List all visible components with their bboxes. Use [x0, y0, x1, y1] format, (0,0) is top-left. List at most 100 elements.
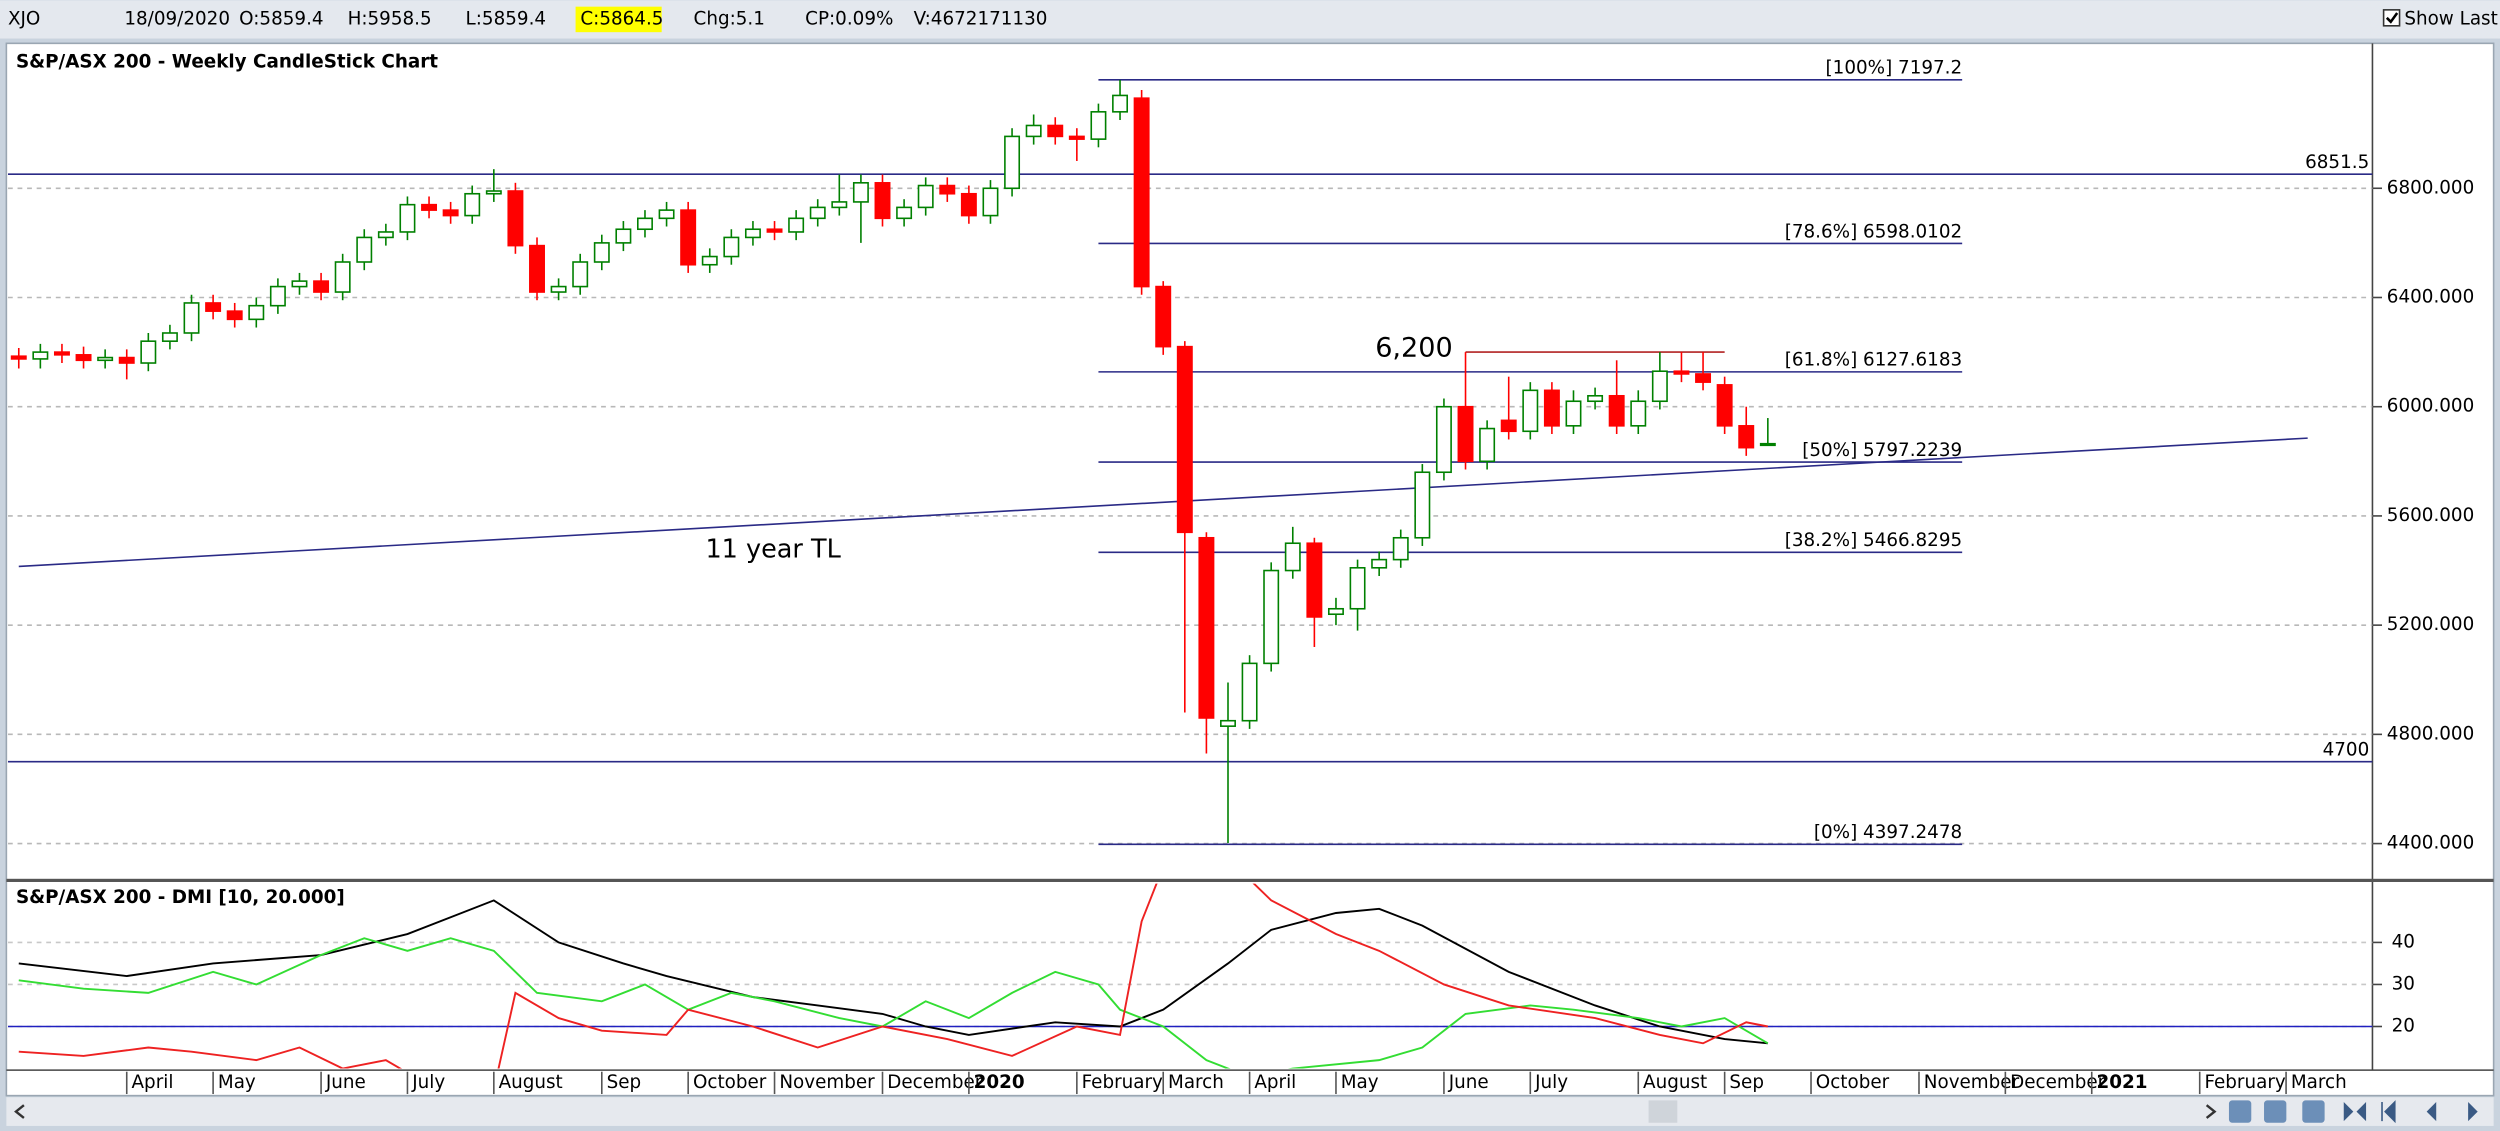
nav-button[interactable] — [2426, 1102, 2437, 1122]
candle-body — [1068, 135, 1085, 140]
nav-button[interactable] — [2302, 1100, 2325, 1123]
high: H:5958.5 — [348, 8, 432, 29]
candle-body — [1651, 370, 1668, 403]
open: O:5859.4 — [239, 8, 323, 29]
candle-body — [334, 261, 351, 293]
y-tick-label: 4400.000 — [2387, 833, 2474, 854]
scroll-track[interactable] — [6, 1097, 2494, 1126]
x-tick-label: April — [1254, 1072, 1296, 1093]
y-tick-label: 5200.000 — [2387, 614, 2474, 635]
price-plot: 6851.5 4700 [100%] 7197.2 [78.6%] 6598.0102… — [7, 58, 2373, 846]
candle-body — [1716, 384, 1733, 427]
trendline-label: 11 year TL — [705, 534, 841, 564]
candle-body — [593, 242, 610, 263]
check-mark — [2385, 12, 2399, 24]
x-tick-label: November — [779, 1072, 875, 1093]
candle-body — [313, 280, 330, 293]
candle-body — [1500, 419, 1517, 433]
candle-body — [248, 304, 265, 321]
candle-body — [1565, 400, 1582, 427]
candle-body — [421, 203, 438, 211]
candle-body — [1090, 111, 1107, 140]
scroll-right[interactable] — [2205, 1104, 2217, 1119]
nav-button[interactable] — [2468, 1102, 2478, 1122]
candle-body — [1759, 442, 1776, 447]
horizontal-line-label: 4700 — [2323, 740, 2370, 761]
candle-body — [1587, 394, 1604, 403]
volume: V:4672171130 — [914, 8, 1048, 29]
x-tick-label: February — [1082, 1072, 1163, 1093]
show-last-label[interactable]: Show Last — [2404, 8, 2497, 29]
candle-body — [1176, 345, 1193, 534]
change: Chg:5.1 — [694, 8, 765, 29]
candle-body — [464, 192, 481, 217]
change-percent: CP:0.09% — [805, 8, 893, 29]
candle-body — [1284, 542, 1301, 572]
horizontal-line-label: 6851.5 — [2305, 152, 2369, 173]
x-tick-label: July — [411, 1072, 445, 1093]
y-tick-label: 5600.000 — [2387, 505, 2474, 526]
candle-body — [1327, 607, 1344, 616]
candle-body — [637, 217, 653, 231]
fibonacci-label: [50%] 5797.2239 — [1802, 440, 1962, 461]
nav-button[interactable] — [2264, 1100, 2287, 1123]
x-tick-label: 2021 — [2097, 1072, 2148, 1093]
nav-button[interactable] — [2343, 1102, 2367, 1122]
candle-body — [896, 206, 913, 220]
checkbox[interactable] — [2382, 9, 2401, 27]
y-tick-label: 4800.000 — [2387, 723, 2474, 744]
scroll-thumb[interactable] — [1648, 1100, 1678, 1123]
candle-body — [831, 201, 848, 209]
scrollbar[interactable] — [6, 1097, 2494, 1126]
dmi-line — [18, 883, 1769, 1069]
chart-area — [5, 42, 2495, 1097]
candle-body — [1695, 373, 1712, 383]
y-tick-label: 40 — [2392, 931, 2415, 952]
candle-body — [1371, 558, 1388, 569]
y-tick-label: 6000.000 — [2387, 396, 2474, 417]
candle-body — [377, 231, 394, 239]
scroll-left[interactable] — [14, 1104, 25, 1119]
candle-body — [183, 302, 200, 334]
trendline — [18, 437, 2308, 568]
candle-body — [97, 356, 114, 362]
x-tick-label: August — [1643, 1072, 1707, 1093]
candle-body — [960, 192, 977, 217]
candle-body — [1457, 405, 1474, 463]
x-tick-label: June — [325, 1072, 366, 1093]
dmi-plot — [7, 883, 2373, 1069]
candle-body — [982, 187, 999, 217]
x-tick-label: May — [218, 1072, 256, 1093]
show-last-checkbox[interactable]: Show Last — [2382, 8, 2498, 29]
x-tick-label: February — [2204, 1072, 2285, 1093]
nav-button[interactable] — [2381, 1100, 2396, 1124]
chart-title: S&P/ASX 200 - Weekly CandleStick Chart — [16, 51, 438, 72]
x-tick-label: 2020 — [974, 1072, 1025, 1093]
x-tick-label: July — [1534, 1072, 1568, 1093]
candle-body — [161, 332, 178, 342]
x-tick-label: May — [1341, 1072, 1379, 1093]
candle-body — [1392, 536, 1409, 561]
candle-body — [1738, 425, 1755, 449]
candle-body — [1349, 567, 1366, 610]
low: L:5859.4 — [466, 8, 547, 29]
candle-body — [852, 182, 869, 203]
x-tick-label: October — [1816, 1072, 1890, 1093]
fibonacci-label: [38.2%] 5466.8295 — [1785, 530, 1962, 551]
x-tick-label: March — [1168, 1072, 1224, 1093]
nav-button[interactable] — [2228, 1100, 2252, 1123]
fibonacci-label: [100%] 7197.2 — [1826, 58, 1963, 79]
candle-body — [1025, 124, 1042, 138]
candle-body — [1414, 471, 1431, 539]
candle-body — [118, 356, 135, 364]
candle-body — [615, 228, 632, 244]
candle-body — [291, 280, 308, 288]
candle-body — [680, 209, 697, 266]
candle-body — [226, 310, 243, 321]
candle-body — [809, 206, 826, 220]
candle-body — [766, 228, 783, 233]
fibonacci-label: [0%] 4397.2478 — [1814, 822, 1962, 843]
candle-body — [1198, 536, 1215, 719]
candle-body — [1630, 400, 1647, 427]
